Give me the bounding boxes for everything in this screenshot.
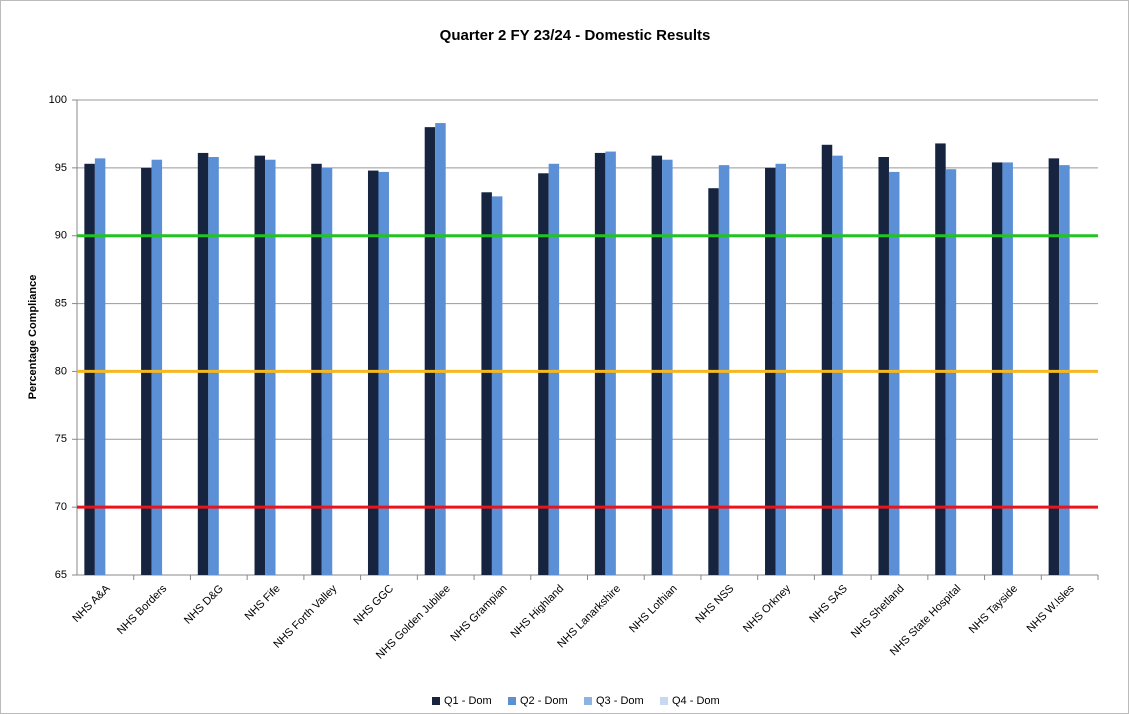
- y-tick-label: 80: [55, 365, 67, 377]
- bar: [878, 157, 889, 575]
- legend-swatch: [432, 697, 440, 705]
- bar: [491, 196, 503, 575]
- bar: [378, 171, 389, 575]
- bar: [265, 159, 276, 575]
- legend-label: Q1 - Dom: [444, 695, 492, 707]
- bar: [832, 155, 843, 575]
- bar: [888, 171, 900, 575]
- y-tick-label: 70: [55, 501, 67, 513]
- legend-swatch: [584, 697, 592, 705]
- y-tick-label: 100: [49, 94, 67, 106]
- bar: [594, 152, 606, 575]
- bar: [935, 143, 946, 575]
- legend-label: Q4 - Dom: [672, 695, 720, 707]
- legend-label: Q2 - Dom: [520, 695, 568, 707]
- bar: [254, 155, 266, 575]
- bar: [197, 152, 209, 575]
- bar: [84, 163, 95, 576]
- bar: [548, 163, 560, 576]
- bar: [94, 158, 106, 575]
- bar: [821, 144, 833, 576]
- y-tick-label: 85: [55, 297, 67, 309]
- bar: [991, 162, 1003, 575]
- bar: [708, 188, 719, 575]
- y-tick-label: 75: [55, 433, 67, 445]
- bar: [424, 127, 436, 576]
- bar: [311, 163, 322, 576]
- legend-swatch: [508, 697, 516, 705]
- bar: [662, 159, 673, 575]
- bar: [538, 173, 549, 576]
- bar: [605, 151, 616, 576]
- bar: [1048, 158, 1060, 575]
- bar: [481, 192, 492, 576]
- legend-label: Q3 - Dom: [596, 695, 644, 707]
- bar: [1002, 162, 1013, 575]
- bar: [435, 123, 446, 576]
- bar: [651, 155, 663, 575]
- y-tick-label: 90: [55, 230, 67, 242]
- bar: [151, 159, 163, 575]
- y-axis-label: Percentage Compliance: [27, 275, 39, 400]
- y-tick-label: 95: [55, 162, 67, 174]
- bar: [775, 163, 787, 576]
- chart-title: Quarter 2 FY 23/24 - Domestic Results: [440, 27, 711, 44]
- y-tick-label: 65: [55, 569, 67, 581]
- legend-swatch: [660, 697, 668, 705]
- bar: [208, 157, 219, 575]
